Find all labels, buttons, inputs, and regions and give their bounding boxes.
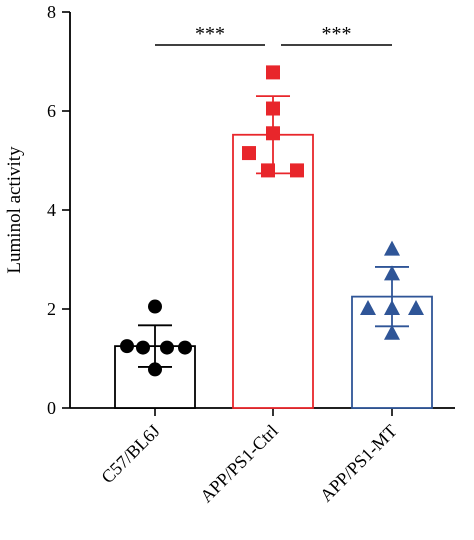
data-point	[148, 362, 162, 377]
data-point	[120, 339, 134, 354]
data-point	[148, 299, 162, 314]
bar	[351, 295, 433, 409]
y-axis-title: Luminol activity	[4, 146, 25, 274]
x-category-label: APP/PS1-MT	[316, 421, 401, 506]
data-point	[261, 163, 275, 178]
data-point	[266, 65, 280, 80]
y-tick-label: 8	[47, 2, 56, 22]
plot-area: 0 2 4 6 8 C57/BL6J APP/PS1-Ctrl APP/PS1-MT *** **…	[47, 2, 455, 506]
y-tick-label: 4	[47, 200, 56, 220]
significance-label: ***	[322, 23, 352, 45]
data-point	[384, 300, 400, 315]
data-point	[384, 324, 400, 340]
data-point	[242, 146, 256, 161]
data-point	[384, 240, 400, 256]
y-tick-label: 0	[47, 398, 56, 418]
y-tick-label: 6	[47, 101, 56, 121]
data-point	[266, 126, 280, 141]
data-point	[360, 300, 376, 315]
data-point	[290, 163, 304, 178]
data-point	[160, 340, 174, 355]
data-point	[136, 340, 150, 355]
data-point	[266, 101, 280, 116]
bar	[232, 133, 314, 409]
data-point	[178, 340, 192, 355]
y-tick-label: 2	[47, 299, 56, 319]
significance-label: ***	[195, 23, 225, 45]
data-point	[408, 300, 424, 315]
x-category-label: C57/BL6J	[97, 421, 163, 487]
data-point	[384, 265, 400, 281]
x-category-label: APP/PS1-Ctrl	[196, 421, 282, 507]
